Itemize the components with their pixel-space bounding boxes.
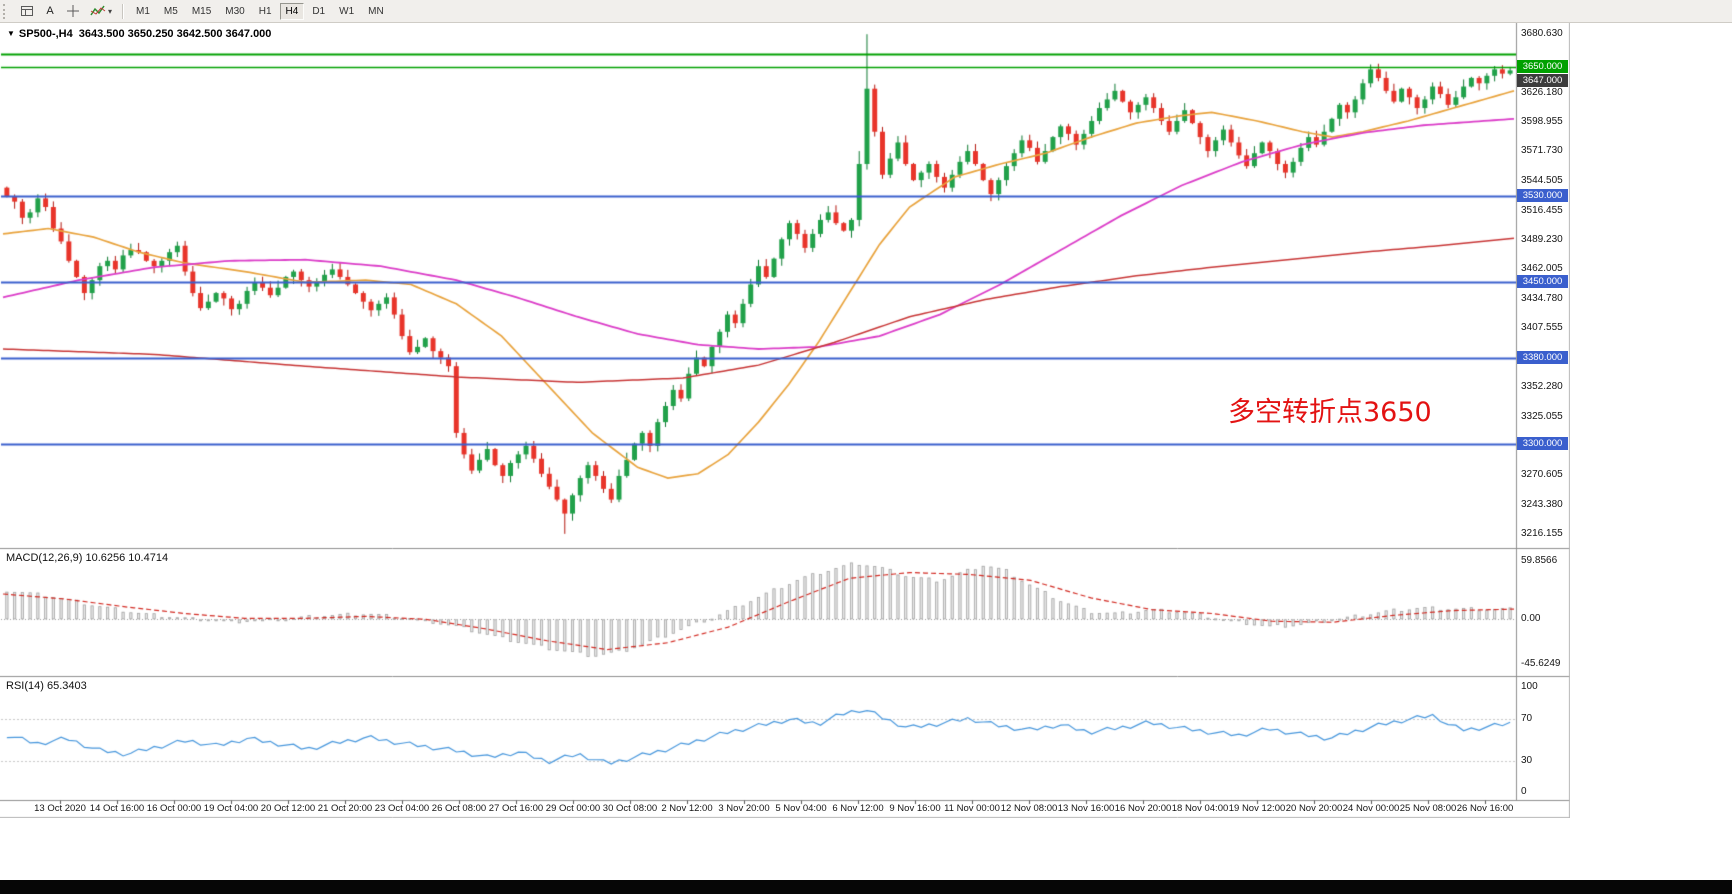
grid-icon: [21, 6, 33, 16]
rsi-panel-splitter[interactable]: [0, 673, 1570, 679]
toolbar: A ▾ M1 M5 M15 M30 H1 H4 D1 W1 MN: [0, 0, 1732, 23]
timeframe-button-m15[interactable]: M15: [186, 3, 217, 20]
timeframe-button-d1[interactable]: D1: [306, 3, 331, 20]
rsi-name: RSI(14): [6, 680, 44, 692]
timeframe-button-w1[interactable]: W1: [333, 3, 360, 20]
collapse-triangle-icon[interactable]: ▼: [7, 29, 15, 38]
chart-header: ▼ SP500-,H4 3643.500 3650.250 3642.500 364…: [7, 28, 271, 40]
rsi-indicator-label: RSI(14) 65.3403: [6, 680, 87, 692]
indicator-line-icon: [90, 5, 106, 16]
macd-indicator-label: MACD(12,26,9) 10.6256 10.4714: [6, 552, 168, 564]
macd-values: 10.6256 10.4714: [85, 552, 169, 564]
text-tool-button[interactable]: A: [40, 2, 60, 20]
timeframe-button-m30[interactable]: M30: [219, 3, 250, 20]
chart-annotation-text: 多空转折点3650: [1228, 397, 1432, 428]
crosshair-icon: [67, 5, 79, 17]
timeframe-button-mn[interactable]: MN: [362, 3, 390, 20]
indicators-button[interactable]: ▾: [86, 2, 116, 20]
symbol-period-label: SP500-,H4: [18, 28, 73, 40]
timeframe-buttons: M1 M5 M15 M30 H1 H4 D1 W1 MN: [129, 2, 391, 20]
crosshair-button[interactable]: [62, 2, 84, 20]
quote-ohlc-label: 3643.500 3650.250 3642.500 3647.000: [78, 28, 272, 40]
timeframe-button-m5[interactable]: M5: [158, 3, 184, 20]
timeframe-button-h1[interactable]: H1: [253, 3, 278, 20]
rsi-value: 65.3403: [46, 680, 87, 692]
chart-canvas[interactable]: [0, 22, 1570, 818]
macd-name: MACD(12,26,9): [6, 552, 83, 564]
timeframe-button-h4[interactable]: H4: [279, 2, 305, 20]
timeframe-button-m1[interactable]: M1: [130, 3, 156, 20]
bottom-strip: [0, 880, 1732, 894]
toolbar-separator: [122, 3, 125, 19]
macd-panel-splitter[interactable]: [0, 545, 1570, 551]
toolbar-grip[interactable]: [3, 3, 11, 19]
chart-list-icon-button[interactable]: [16, 2, 38, 20]
chevron-down-icon: ▾: [108, 6, 113, 16]
